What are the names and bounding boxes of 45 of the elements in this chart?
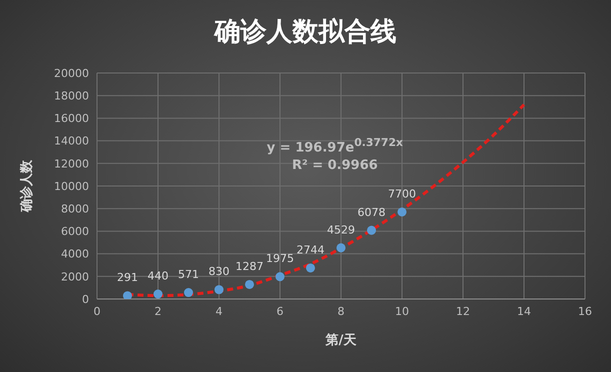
x-axis-title: 第/天 — [324, 333, 358, 348]
y-tick-label: 18000 — [54, 90, 89, 103]
y-tick-label: 4000 — [61, 248, 89, 261]
point — [336, 243, 346, 252]
annotation: R² = 0.9966 — [292, 158, 378, 173]
x-tick-label: 6 — [276, 304, 284, 318]
point — [153, 290, 163, 299]
x-tick-label: 10 — [395, 304, 409, 318]
data-label: 830 — [208, 265, 230, 278]
x-tick-label: 4 — [216, 304, 222, 318]
point — [397, 207, 407, 216]
y-tick-label: 12000 — [54, 157, 89, 170]
data-label: 440 — [148, 270, 168, 283]
chart-title: 确诊人数拟合线 — [212, 16, 398, 49]
data-label: 571 — [178, 268, 199, 282]
data-label: 1287 — [236, 260, 264, 273]
y-tick-label: 14000 — [54, 134, 89, 148]
x-tick-label: 12 — [456, 304, 470, 318]
point — [214, 285, 224, 294]
x-tick-label: 14 — [517, 304, 531, 318]
data-label: 6078 — [358, 206, 386, 219]
point — [366, 226, 376, 235]
x-tick-label: 8 — [338, 304, 344, 318]
data-label: 1975 — [266, 252, 294, 266]
y-tick-label: 16000 — [54, 112, 89, 126]
point — [122, 291, 132, 299]
data-label: 2744 — [296, 243, 324, 256]
point — [306, 263, 316, 272]
point — [275, 272, 285, 282]
point — [184, 288, 194, 298]
x-tick-label: 2 — [154, 304, 162, 318]
x-tick-label: 16 — [578, 304, 592, 318]
y-tick-label: 20000 — [54, 66, 89, 80]
y-tick-label: 8000 — [61, 202, 89, 216]
data-label: 291 — [117, 271, 138, 284]
data-label: 7700 — [388, 187, 416, 200]
y-tick-label: 0 — [82, 292, 89, 306]
y-tick-label: 6000 — [61, 225, 89, 238]
annotation: y = 196.97e$^{0.3772x}$ — [266, 136, 403, 156]
y-tick-label: 2000 — [61, 270, 89, 284]
y-tick-label: 10000 — [54, 180, 89, 193]
x-tick-label: 0 — [94, 304, 100, 318]
point — [244, 280, 254, 289]
y-axis-title: 确诊人数 — [20, 159, 35, 213]
data-label: 4529 — [327, 223, 355, 236]
